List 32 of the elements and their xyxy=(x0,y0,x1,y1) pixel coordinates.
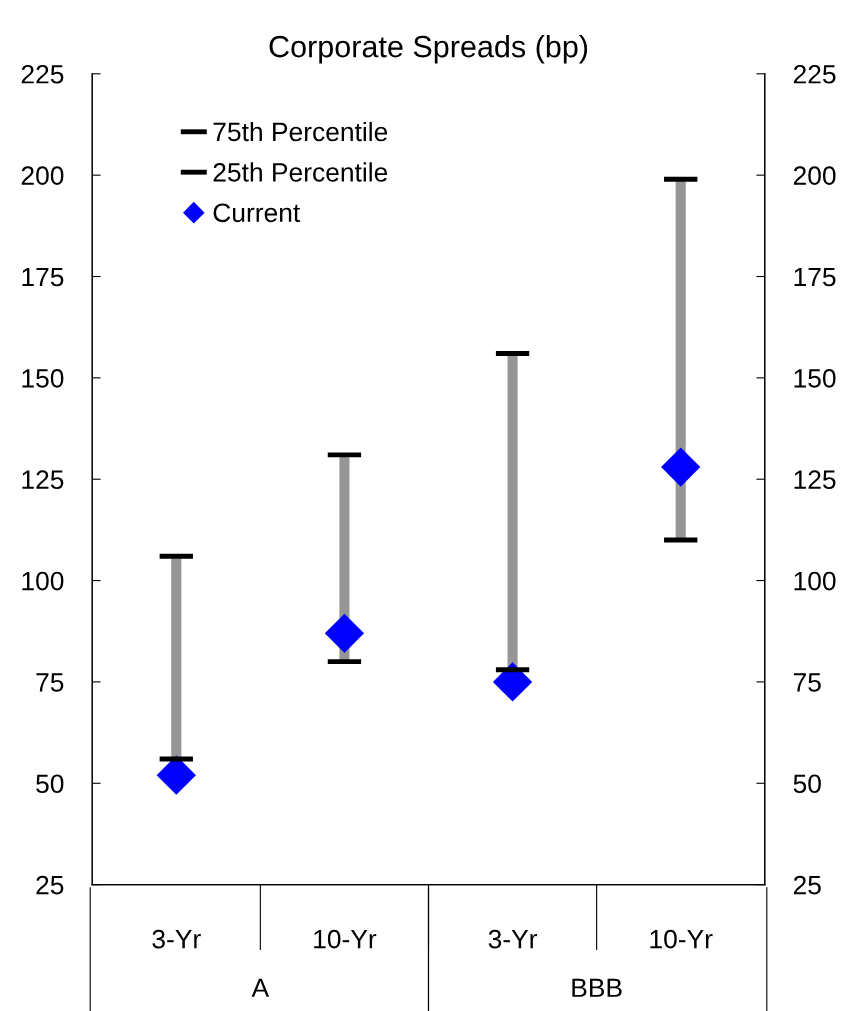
y2-tick-label: 225 xyxy=(793,64,836,84)
y2-tick-label: 175 xyxy=(794,267,836,287)
chart-title: Corporate Spreads (bp) xyxy=(269,34,588,64)
x-tick-label: 3-Yr xyxy=(152,929,201,949)
point xyxy=(661,447,701,487)
y2-tick-label: 75 xyxy=(793,673,821,692)
x-tick-label: 10-Yr xyxy=(314,929,377,949)
y-tick-label: 25 xyxy=(36,875,64,895)
y-tick-label: 225 xyxy=(21,64,64,84)
x-tick-label: 10-Yr xyxy=(650,929,713,949)
y2-tick-label: 200 xyxy=(793,166,836,185)
y-tick-label: 50 xyxy=(36,774,64,794)
y-tick-label: 175 xyxy=(22,267,64,287)
legend-label: 25th Percentile xyxy=(213,162,388,182)
point xyxy=(492,662,533,702)
point xyxy=(156,755,196,795)
y-tick-label: 100 xyxy=(22,571,64,591)
y2-tick-label: 150 xyxy=(794,369,836,388)
y-tick-label: 125 xyxy=(22,470,64,490)
y2-tick-label: 25 xyxy=(793,875,821,895)
y2-tick-label: 50 xyxy=(793,774,821,794)
legend-label: 75th Percentile xyxy=(213,121,388,142)
x-tick-label: 3-Yr xyxy=(488,929,538,949)
point xyxy=(324,613,365,653)
y2-tick-label: 125 xyxy=(794,470,836,490)
y-tick-label: 200 xyxy=(21,166,64,185)
text: BBB xyxy=(572,978,622,997)
y-tick-label: 75 xyxy=(36,673,64,692)
y2-tick-label: 100 xyxy=(794,571,836,591)
y-tick-label: 150 xyxy=(22,369,64,388)
text: A xyxy=(251,978,270,997)
legend-label: Current xyxy=(213,203,301,223)
